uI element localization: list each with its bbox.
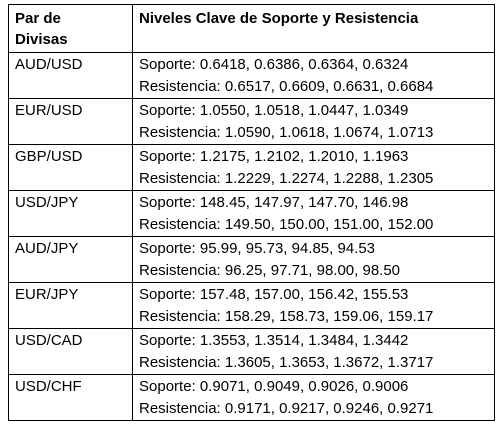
table-row: USD/CAD Soporte: 1.3553, 1.3514, 1.3484,…: [8, 328, 495, 375]
pair-cell: USD/CAD: [8, 328, 133, 375]
support-levels: Soporte: 0.9071, 0.9049, 0.9026, 0.9006: [139, 378, 409, 395]
levels-cell: Soporte: 148.45, 147.97, 147.70, 146.98 …: [132, 190, 495, 237]
table-row: EUR/USD Soporte: 1.0550, 1.0518, 1.0447,…: [8, 98, 495, 145]
support-resistance-table: Par de Divisas Niveles Clave de Soporte …: [8, 4, 495, 421]
pair-cell: GBP/USD: [8, 144, 133, 191]
header-levels: Niveles Clave de Soporte y Resistencia: [132, 4, 495, 53]
table-row: USD/JPY Soporte: 148.45, 147.97, 147.70,…: [8, 190, 495, 237]
resistance-levels: Resistencia: 0.6517, 0.6609, 0.6631, 0.6…: [139, 78, 434, 95]
pair-cell: EUR/JPY: [8, 282, 133, 329]
table-row: EUR/JPY Soporte: 157.48, 157.00, 156.42,…: [8, 282, 495, 329]
table-row: GBP/USD Soporte: 1.2175, 1.2102, 1.2010,…: [8, 144, 495, 191]
levels-cell: Soporte: 1.0550, 1.0518, 1.0447, 1.0349 …: [132, 98, 495, 145]
resistance-levels: Resistencia: 158.29, 158.73, 159.06, 159…: [139, 308, 434, 325]
levels-cell: Soporte: 95.99, 95.73, 94.85, 94.53 Resi…: [132, 236, 495, 283]
header-pair-line1: Par de: [15, 10, 61, 27]
levels-cell: Soporte: 0.6418, 0.6386, 0.6364, 0.6324 …: [132, 52, 495, 99]
levels-cell: Soporte: 1.3553, 1.3514, 1.3484, 1.3442 …: [132, 328, 495, 375]
resistance-levels: Resistencia: 1.3605, 1.3653, 1.3672, 1.3…: [139, 354, 434, 371]
pair-cell: USD/CHF: [8, 374, 133, 421]
table-header-row: Par de Divisas Niveles Clave de Soporte …: [8, 4, 495, 53]
support-levels: Soporte: 1.2175, 1.2102, 1.2010, 1.1963: [139, 148, 409, 165]
levels-cell: Soporte: 157.48, 157.00, 156.42, 155.53 …: [132, 282, 495, 329]
support-levels: Soporte: 157.48, 157.00, 156.42, 155.53: [139, 286, 409, 303]
pair-cell: USD/JPY: [8, 190, 133, 237]
table-row: AUD/USD Soporte: 0.6418, 0.6386, 0.6364,…: [8, 52, 495, 99]
table-row: AUD/JPY Soporte: 95.99, 95.73, 94.85, 94…: [8, 236, 495, 283]
support-levels: Soporte: 95.99, 95.73, 94.85, 94.53: [139, 240, 376, 257]
support-levels: Soporte: 1.0550, 1.0518, 1.0447, 1.0349: [139, 102, 409, 119]
resistance-levels: Resistencia: 1.0590, 1.0618, 1.0674, 1.0…: [139, 124, 434, 141]
resistance-levels: Resistencia: 149.50, 150.00, 151.00, 152…: [139, 216, 434, 233]
levels-cell: Soporte: 0.9071, 0.9049, 0.9026, 0.9006 …: [132, 374, 495, 421]
support-levels: Soporte: 148.45, 147.97, 147.70, 146.98: [139, 194, 409, 211]
pair-cell: AUD/JPY: [8, 236, 133, 283]
resistance-levels: Resistencia: 0.9171, 0.9217, 0.9246, 0.9…: [139, 400, 434, 417]
support-levels: Soporte: 0.6418, 0.6386, 0.6364, 0.6324: [139, 56, 409, 73]
levels-cell: Soporte: 1.2175, 1.2102, 1.2010, 1.1963 …: [132, 144, 495, 191]
support-levels: Soporte: 1.3553, 1.3514, 1.3484, 1.3442: [139, 332, 409, 349]
resistance-levels: Resistencia: 96.25, 97.71, 98.00, 98.50: [139, 262, 401, 279]
pair-cell: AUD/USD: [8, 52, 133, 99]
table-row: USD/CHF Soporte: 0.9071, 0.9049, 0.9026,…: [8, 374, 495, 421]
header-pair-line2: Divisas: [15, 31, 68, 48]
resistance-levels: Resistencia: 1.2229, 1.2274, 1.2288, 1.2…: [139, 170, 434, 187]
pair-cell: EUR/USD: [8, 98, 133, 145]
header-pair: Par de Divisas: [8, 4, 133, 53]
